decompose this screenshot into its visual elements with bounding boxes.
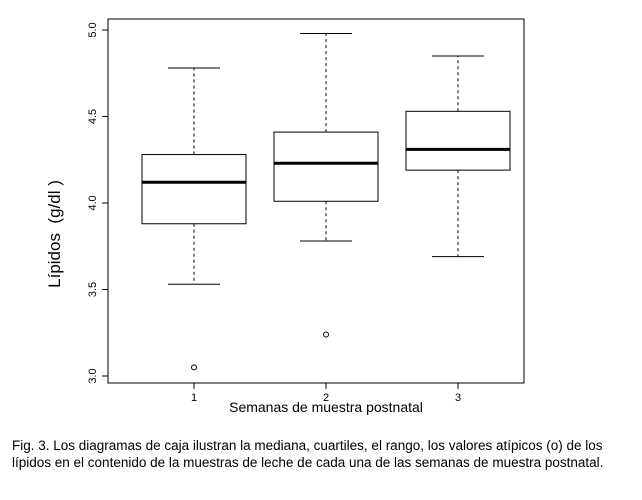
figure-caption: Fig. 3. Los diagramas de caja ilustran l… (12, 438, 604, 470)
x-axis-title: Semanas de muestra postnatal (229, 399, 423, 415)
box-3 (405, 55, 511, 258)
y-tick-label: 3.0 (87, 368, 99, 383)
plot-frame (107, 18, 525, 384)
y-tick-label: 4.0 (87, 195, 99, 210)
y-tick-label: 3.5 (87, 282, 99, 297)
iqr-box (405, 110, 511, 171)
boxes-group (141, 32, 511, 371)
y-axis: 3.0 3.5 4.0 4.5 5.0 (87, 22, 108, 384)
x-tick-label: 1 (191, 392, 197, 404)
box-2 (273, 32, 379, 338)
y-axis-title: Lípidos (g/dl ) (45, 180, 64, 288)
y-tick-label: 4.5 (87, 109, 99, 124)
outlier-point (191, 364, 197, 371)
boxplot-chart: 3.0 3.5 4.0 4.5 5.0 1 2 3 Semanas de muestra p… (45, 18, 525, 415)
x-tick-label: 3 (455, 392, 461, 404)
iqr-box (273, 131, 379, 202)
x-tick-label: 2 (323, 392, 329, 404)
x-axis: 1 2 3 (191, 383, 461, 404)
y-tick-label: 5.0 (87, 22, 99, 37)
outlier-point (323, 331, 329, 338)
box-1 (141, 67, 247, 371)
iqr-box (141, 154, 247, 225)
